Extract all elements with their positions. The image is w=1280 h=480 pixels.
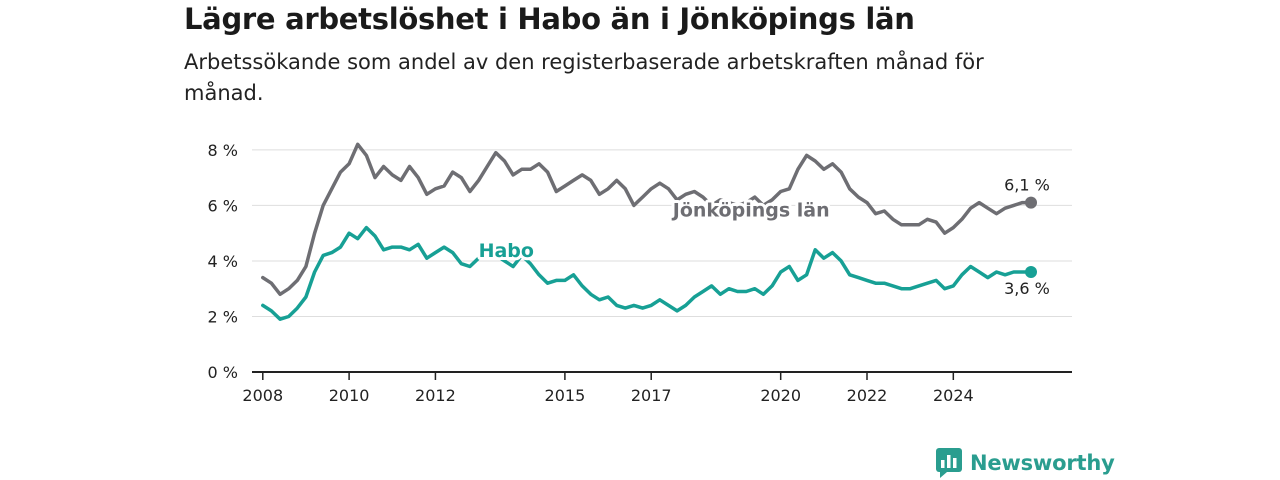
- series-label: Habo: [479, 240, 534, 262]
- x-tick-label: 2017: [631, 386, 672, 405]
- brand-name: Newsworthy: [970, 451, 1115, 475]
- x-tick-label: 2020: [760, 386, 801, 405]
- x-tick-label: 2015: [545, 386, 586, 405]
- x-tick-label: 2012: [415, 386, 456, 405]
- series-line: [261, 225, 1033, 321]
- x-tick-label: 2022: [847, 386, 888, 405]
- end-point: [1025, 266, 1037, 279]
- series-label: Jönköpings län: [671, 200, 830, 222]
- y-tick-label: 4 %: [208, 252, 238, 271]
- end-value-label: 3,6 %: [1004, 279, 1050, 298]
- y-tick-label: 0 %: [208, 363, 238, 382]
- series-line: [261, 142, 1033, 297]
- x-tick-label: 2008: [242, 386, 283, 405]
- x-tick-label: 2010: [329, 386, 370, 405]
- y-tick-label: 2 %: [208, 307, 238, 326]
- newsworthy-logo[interactable]: Newsworthy: [936, 448, 1115, 478]
- chart-subtitle: Arbetssökande som andel av den registerb…: [184, 50, 984, 105]
- x-tick-label: 2024: [933, 386, 974, 405]
- end-point: [1025, 196, 1037, 209]
- y-tick-label: 6 %: [208, 196, 238, 215]
- end-value-label: 6,1 %: [1004, 176, 1050, 195]
- bar-chart-logo-icon: [936, 448, 962, 478]
- chart-title: Lägre arbetslöshet i Habo än i Jönköping…: [184, 2, 915, 36]
- y-tick-label: 8 %: [208, 141, 238, 160]
